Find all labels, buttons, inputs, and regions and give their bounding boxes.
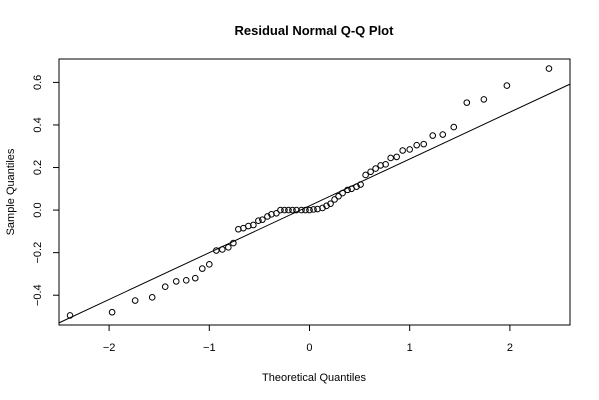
data-point: [399, 147, 406, 154]
data-point: [198, 265, 206, 272]
data-point: [161, 283, 169, 290]
data-point: [172, 278, 180, 285]
data-point: [259, 216, 266, 223]
x-tick-label: 2: [507, 342, 513, 354]
data-point: [331, 196, 338, 203]
data-point: [293, 206, 300, 214]
data-point: [182, 277, 190, 284]
plot-frame: [58, 58, 571, 326]
y-axis-title: Sample Quantiles: [5, 148, 17, 235]
y-tick-label: −0.2: [32, 242, 44, 264]
data-point: [362, 171, 369, 179]
chart-title: Residual Normal Q-Q Plot: [235, 23, 395, 38]
data-point: [277, 206, 284, 214]
data-point: [413, 141, 421, 149]
y-tick-label: 0.4: [32, 117, 44, 132]
data-point: [306, 206, 313, 214]
y-tick-label: −0.4: [32, 284, 44, 306]
data-point: [335, 192, 342, 200]
data-point: [219, 246, 226, 253]
data-point: [480, 96, 488, 103]
y-axis: −0.4 −0.2 0.0 0.2 0.4 0.6: [32, 75, 59, 306]
data-point: [298, 206, 305, 214]
data-point: [372, 165, 379, 172]
data-point: [406, 146, 413, 153]
data-point: [387, 154, 394, 162]
x-axis-title: Theoretical Quantiles: [262, 372, 366, 384]
x-axis: −2 −1 0 1 2: [103, 325, 513, 354]
x-tick-label: −1: [203, 342, 216, 354]
qq-reference-line: [58, 83, 571, 324]
data-point: [191, 274, 199, 282]
data-point: [273, 209, 280, 217]
data-point: [148, 294, 156, 301]
points-group: [66, 65, 553, 319]
y-tick-label: 0.6: [32, 75, 44, 90]
data-point: [450, 123, 458, 131]
data-point: [281, 206, 288, 214]
x-tick-label: 1: [407, 342, 413, 354]
data-point: [357, 181, 364, 188]
data-point: [545, 65, 553, 72]
data-point: [131, 297, 139, 304]
data-point: [429, 132, 437, 139]
reference-line-group: [58, 83, 571, 324]
data-point: [367, 168, 374, 176]
data-point: [382, 161, 389, 168]
data-point: [393, 153, 400, 161]
data-point: [225, 244, 232, 251]
data-point: [205, 261, 213, 268]
data-point: [108, 308, 116, 316]
data-point: [255, 217, 262, 225]
data-point: [285, 206, 292, 214]
data-point: [289, 206, 296, 214]
data-point: [230, 239, 237, 247]
data-point: [503, 82, 511, 89]
x-tick-label: 0: [306, 342, 312, 354]
data-point: [66, 312, 74, 319]
data-point: [344, 186, 351, 194]
data-point: [463, 99, 471, 106]
data-point: [339, 189, 346, 197]
data-point: [250, 221, 257, 229]
x-tick-label: −2: [103, 342, 116, 354]
data-point: [439, 131, 447, 138]
data-point: [310, 206, 317, 213]
data-point: [327, 200, 334, 208]
y-tick-label: 0.0: [32, 202, 44, 217]
y-tick-label: 0.2: [32, 160, 44, 175]
data-point: [213, 247, 220, 254]
data-point: [420, 140, 428, 148]
data-point: [302, 206, 309, 214]
